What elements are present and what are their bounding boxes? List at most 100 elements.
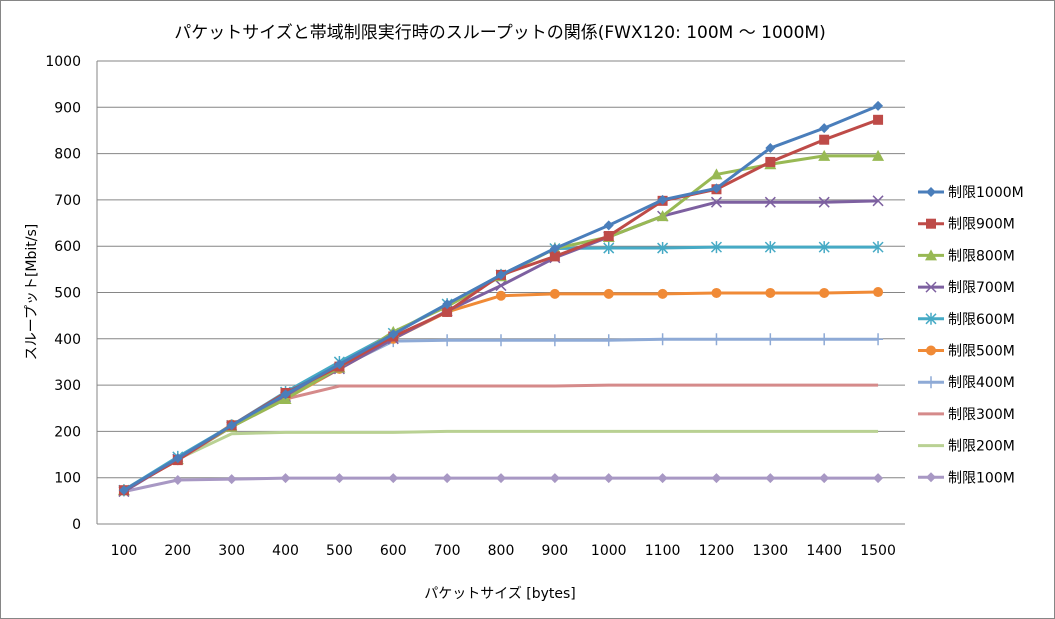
x-tick-label: 1400	[806, 543, 842, 559]
data-point	[765, 156, 776, 167]
legend-label: 制限800M	[948, 248, 1015, 264]
data-point	[818, 149, 831, 161]
x-tick-label: 1100	[645, 543, 681, 559]
data-point	[496, 269, 506, 280]
data-point	[711, 333, 722, 346]
y-tick-label: 400	[54, 332, 81, 348]
x-tick-label: 300	[218, 543, 245, 559]
legend-item: 制限600M	[918, 312, 1015, 328]
data-point	[334, 359, 345, 370]
x-tick-label: 1000	[591, 543, 627, 559]
legend-item: 制限800M	[918, 248, 1015, 264]
legend-marker	[926, 187, 936, 197]
y-tick-label: 1000	[45, 54, 81, 70]
x-tick-label: 100	[111, 543, 138, 559]
data-point	[657, 242, 669, 255]
data-point	[226, 420, 237, 431]
x-axis-label: パケットサイズ [bytes]	[424, 586, 576, 602]
legend-item: 制限100M	[918, 470, 1015, 486]
data-point	[280, 473, 291, 484]
data-point	[873, 114, 884, 125]
legend-item: 制限1000M	[918, 185, 1024, 201]
legend-item: 制限500M	[918, 344, 1015, 360]
legend-marker	[926, 218, 936, 229]
data-point	[442, 334, 453, 347]
data-point	[764, 196, 776, 208]
legend-label: 制限500M	[948, 344, 1015, 360]
legend-marker	[925, 281, 937, 293]
data-point	[765, 143, 776, 154]
legend-marker	[926, 345, 936, 356]
x-tick-label: 1300	[753, 543, 789, 559]
data-point	[280, 389, 291, 400]
data-point	[818, 241, 830, 254]
x-tick-label: 1200	[699, 543, 735, 559]
x-tick-label: 600	[380, 543, 407, 559]
legend-label: 制限1000M	[948, 185, 1024, 201]
data-point	[388, 329, 399, 340]
data-point	[711, 287, 722, 298]
y-tick-label: 200	[54, 424, 81, 440]
series-制限100M	[118, 473, 884, 497]
series-line	[123, 429, 879, 492]
data-point	[872, 195, 884, 207]
data-point	[549, 334, 560, 347]
legend-marker	[925, 312, 937, 325]
data-point	[657, 288, 668, 299]
x-tick-label: 400	[272, 543, 299, 559]
axes: 0 100 200 300 400 500 600 700 800 900 1000 100 200 30…	[45, 54, 905, 559]
data-point	[496, 334, 506, 347]
data-point	[334, 473, 345, 484]
legend-item: 制限400M	[918, 375, 1015, 391]
data-point	[496, 290, 506, 301]
data-point	[388, 473, 399, 484]
legend-marker	[926, 472, 936, 483]
legend-item: 制限700M	[918, 280, 1015, 296]
data-point	[711, 183, 722, 194]
data-point	[603, 334, 614, 347]
series-制限1000M	[118, 100, 884, 496]
data-point	[549, 251, 560, 262]
data-point	[819, 333, 830, 346]
data-point	[603, 288, 614, 299]
data-point	[656, 210, 669, 222]
legend-item: 制限900M	[918, 217, 1015, 233]
data-point	[873, 100, 884, 111]
legend-item: 制限200M	[918, 439, 1015, 455]
data-point	[172, 475, 183, 486]
data-point	[765, 287, 776, 298]
x-tick-label: 700	[434, 543, 461, 559]
series-group	[117, 100, 885, 498]
data-point	[710, 196, 722, 208]
data-point	[873, 473, 884, 484]
data-point	[819, 473, 830, 484]
data-point	[819, 134, 830, 145]
data-point	[872, 241, 884, 254]
data-point	[442, 306, 453, 317]
data-point	[819, 123, 830, 134]
legend: 制限1000M 制限900M 制限800M 制限700M 制限600M 制限500M 制限4…	[918, 185, 1024, 486]
legend-label: 制限900M	[948, 217, 1015, 233]
legend-label: 制限300M	[948, 407, 1015, 423]
data-point	[118, 485, 129, 496]
legend-label: 制限400M	[948, 375, 1015, 391]
data-point	[442, 473, 453, 484]
data-point	[603, 242, 615, 255]
data-point	[873, 287, 884, 298]
data-point	[495, 280, 507, 292]
data-point	[657, 194, 668, 205]
legend-label: 制限700M	[948, 280, 1015, 296]
y-tick-label: 300	[54, 378, 81, 394]
data-point	[764, 241, 776, 254]
chart-title: パケットサイズと帯域制限実行時のスループットの関係(FWX120: 100M 〜…	[174, 23, 825, 43]
data-point	[172, 453, 183, 464]
data-point	[549, 243, 560, 254]
data-point	[657, 333, 668, 346]
legend-label: 制限100M	[948, 470, 1015, 486]
y-tick-label: 600	[54, 239, 81, 255]
x-tick-label: 800	[488, 543, 515, 559]
data-point	[765, 333, 776, 346]
legend-item: 制限300M	[918, 407, 1015, 423]
